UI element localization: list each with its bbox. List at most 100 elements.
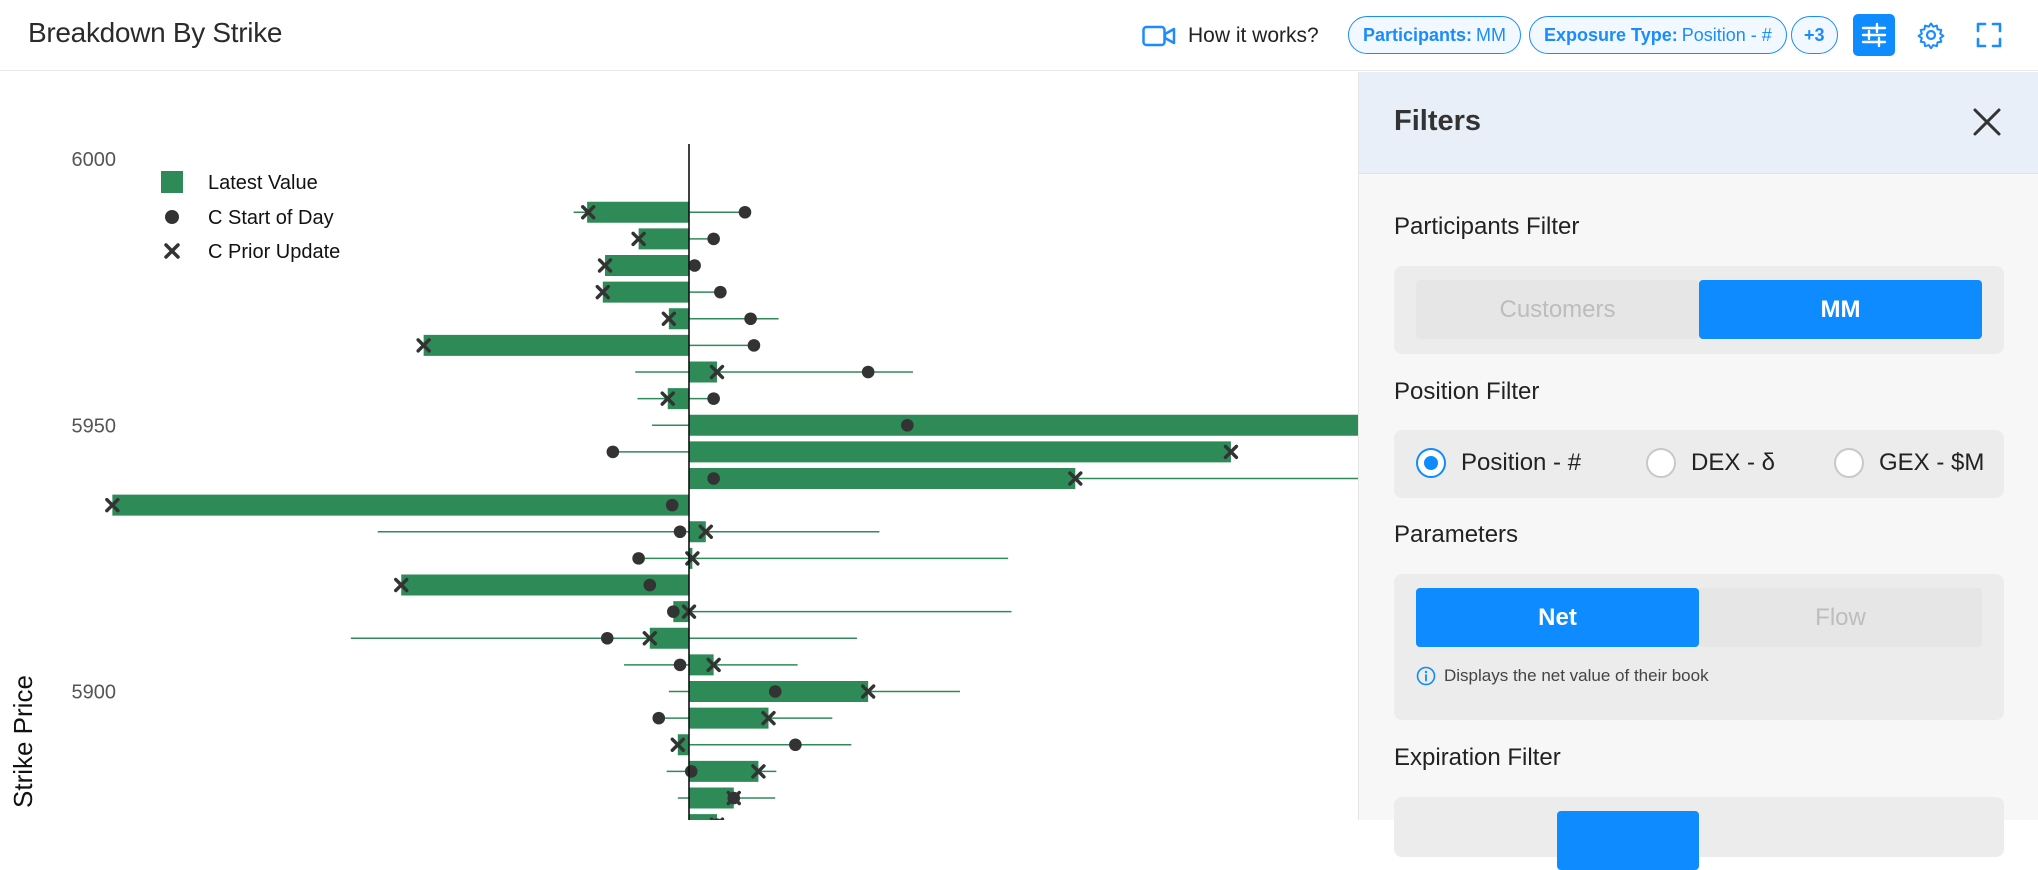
latest-value-bar: [689, 814, 717, 820]
parameters-card: Net Flow Displays the net value of their…: [1394, 574, 2004, 720]
close-icon[interactable]: [1970, 105, 2004, 139]
latest-value-bar: [423, 334, 689, 356]
prior-update-marker: [394, 577, 409, 593]
filters-title: Filters: [1394, 105, 1482, 137]
latest-value-bar: [689, 787, 734, 809]
exposure-type-chip[interactable]: Exposure Type: Position - #: [1529, 16, 1787, 54]
prior-update-marker: [660, 391, 675, 406]
gear-icon: [1917, 22, 1945, 49]
legend-label: C Start of Day: [208, 207, 334, 229]
latest-value-bar: [689, 521, 706, 543]
prior-update-marker: [581, 205, 596, 220]
position-option-position[interactable]: Position - #: [1416, 448, 1581, 478]
latest-value-bar: [689, 414, 1358, 436]
start-of-day-marker: [673, 525, 687, 539]
settings-button[interactable]: [1910, 14, 1952, 56]
start-of-day-marker: [861, 365, 875, 379]
how-it-works-label: How it works?: [1188, 24, 1319, 47]
start-of-day-marker: [643, 578, 657, 592]
start-of-day-marker: [747, 339, 761, 352]
start-of-day-marker: [667, 605, 680, 618]
page-title: Breakdown By Strike: [28, 17, 283, 48]
start-of-day-marker: [707, 232, 720, 246]
prior-update-marker: [416, 338, 431, 353]
prior-update-marker: [631, 231, 646, 247]
y-tick-label: 5950: [72, 415, 117, 437]
prior-update-marker: [1223, 444, 1239, 460]
participants-chip[interactable]: Participants: MM: [1348, 16, 1522, 54]
position-option-dex[interactable]: DEX - δ: [1646, 448, 1775, 478]
start-of-day-marker: [688, 259, 701, 272]
start-of-day-marker: [768, 685, 782, 698]
legend-bar-swatch: [161, 171, 183, 193]
latest-value-bar: [689, 707, 769, 729]
latest-value-bar: [668, 308, 689, 330]
start-of-day-marker: [632, 552, 645, 565]
parameters-option-flow[interactable]: Flow: [1699, 588, 1982, 647]
y-tick-label: 5900: [72, 682, 117, 704]
prior-update-marker: [726, 790, 741, 806]
participants-chip-key: Participants:: [1363, 24, 1473, 45]
participants-option-mm[interactable]: MM: [1699, 280, 1982, 339]
prior-update-marker: [698, 524, 713, 539]
prior-update-marker: [661, 311, 677, 326]
start-of-day-marker: [707, 472, 720, 485]
legend-label: Latest Value: [208, 172, 318, 194]
latest-value-bar: [112, 494, 690, 516]
strike-breakdown-chart: 6000 5950 5900 Strike Price Latest Value C St…: [0, 72, 1358, 820]
latest-value-bar: [587, 201, 689, 223]
latest-value-bar: [677, 734, 689, 756]
position-option-label: GEX - $M: [1879, 449, 1985, 476]
start-of-day-marker: [606, 445, 620, 459]
app-header: Breakdown By Strike How it works? Partic…: [0, 0, 2038, 71]
start-of-day-marker: [673, 658, 687, 672]
latest-value-bar: [401, 574, 689, 596]
start-of-day-marker: [901, 418, 914, 432]
legend-circle-swatch: [165, 210, 179, 224]
parameters-option-net[interactable]: Net: [1416, 588, 1699, 647]
parameters-hint-text: Displays the net value of their book: [1444, 666, 1709, 685]
fullscreen-button[interactable]: [1968, 14, 2010, 56]
filters-panel-header: Filters: [1359, 72, 2038, 174]
prior-update-marker: [597, 258, 613, 273]
start-of-day-marker: [707, 392, 720, 405]
position-option-gex[interactable]: GEX - $M: [1834, 448, 1984, 478]
latest-value-bar: [638, 228, 689, 250]
exposure-chip-value: Position - #: [1681, 24, 1772, 45]
sliders-icon: [1861, 22, 1887, 48]
expand-icon: [1976, 22, 2002, 48]
start-of-day-marker: [665, 498, 679, 512]
prior-update-marker: [670, 737, 686, 752]
prior-update-marker: [1068, 471, 1083, 486]
latest-value-bar: [689, 760, 759, 782]
start-of-day-marker: [600, 631, 614, 645]
latest-value-bar: [689, 441, 1231, 463]
legend-x-swatch: [164, 243, 180, 259]
parameters-hint: Displays the net value of their book: [1416, 666, 1709, 686]
prior-update-marker: [642, 631, 658, 646]
latest-value-bar: [649, 627, 689, 649]
exposure-chip-key: Exposure Type:: [1544, 24, 1678, 45]
latest-value-bar: [667, 388, 689, 410]
filters-panel: Filters Participants Filter Customers MM…: [1358, 72, 2038, 870]
radio-selected-icon: [1416, 448, 1446, 478]
latest-value-bar: [602, 281, 689, 303]
radio-empty-icon: [1646, 448, 1676, 478]
prior-update-marker: [751, 764, 766, 779]
participants-option-customers[interactable]: Customers: [1416, 280, 1699, 339]
expiration-filter-title: Expiration Filter: [1394, 744, 1561, 771]
start-of-day-marker: [789, 738, 802, 752]
info-icon: [1416, 666, 1436, 686]
start-of-day-marker: [738, 205, 752, 219]
filters-toggle-button[interactable]: [1853, 14, 1895, 56]
how-it-works-link[interactable]: How it works?: [1142, 20, 1319, 52]
participants-chip-value: MM: [1476, 24, 1507, 45]
y-axis-label: Strike Price: [8, 675, 38, 808]
more-filters-chip[interactable]: +3: [1791, 16, 1838, 54]
prior-update-marker: [709, 364, 725, 380]
prior-update-marker: [860, 684, 876, 699]
position-option-label: Position - #: [1461, 449, 1582, 476]
prior-update-marker: [595, 284, 610, 300]
video-icon: [1142, 25, 1176, 47]
chart-canvas: 6000 5950 5900 Strike Price Latest Value C St…: [8, 144, 1358, 820]
